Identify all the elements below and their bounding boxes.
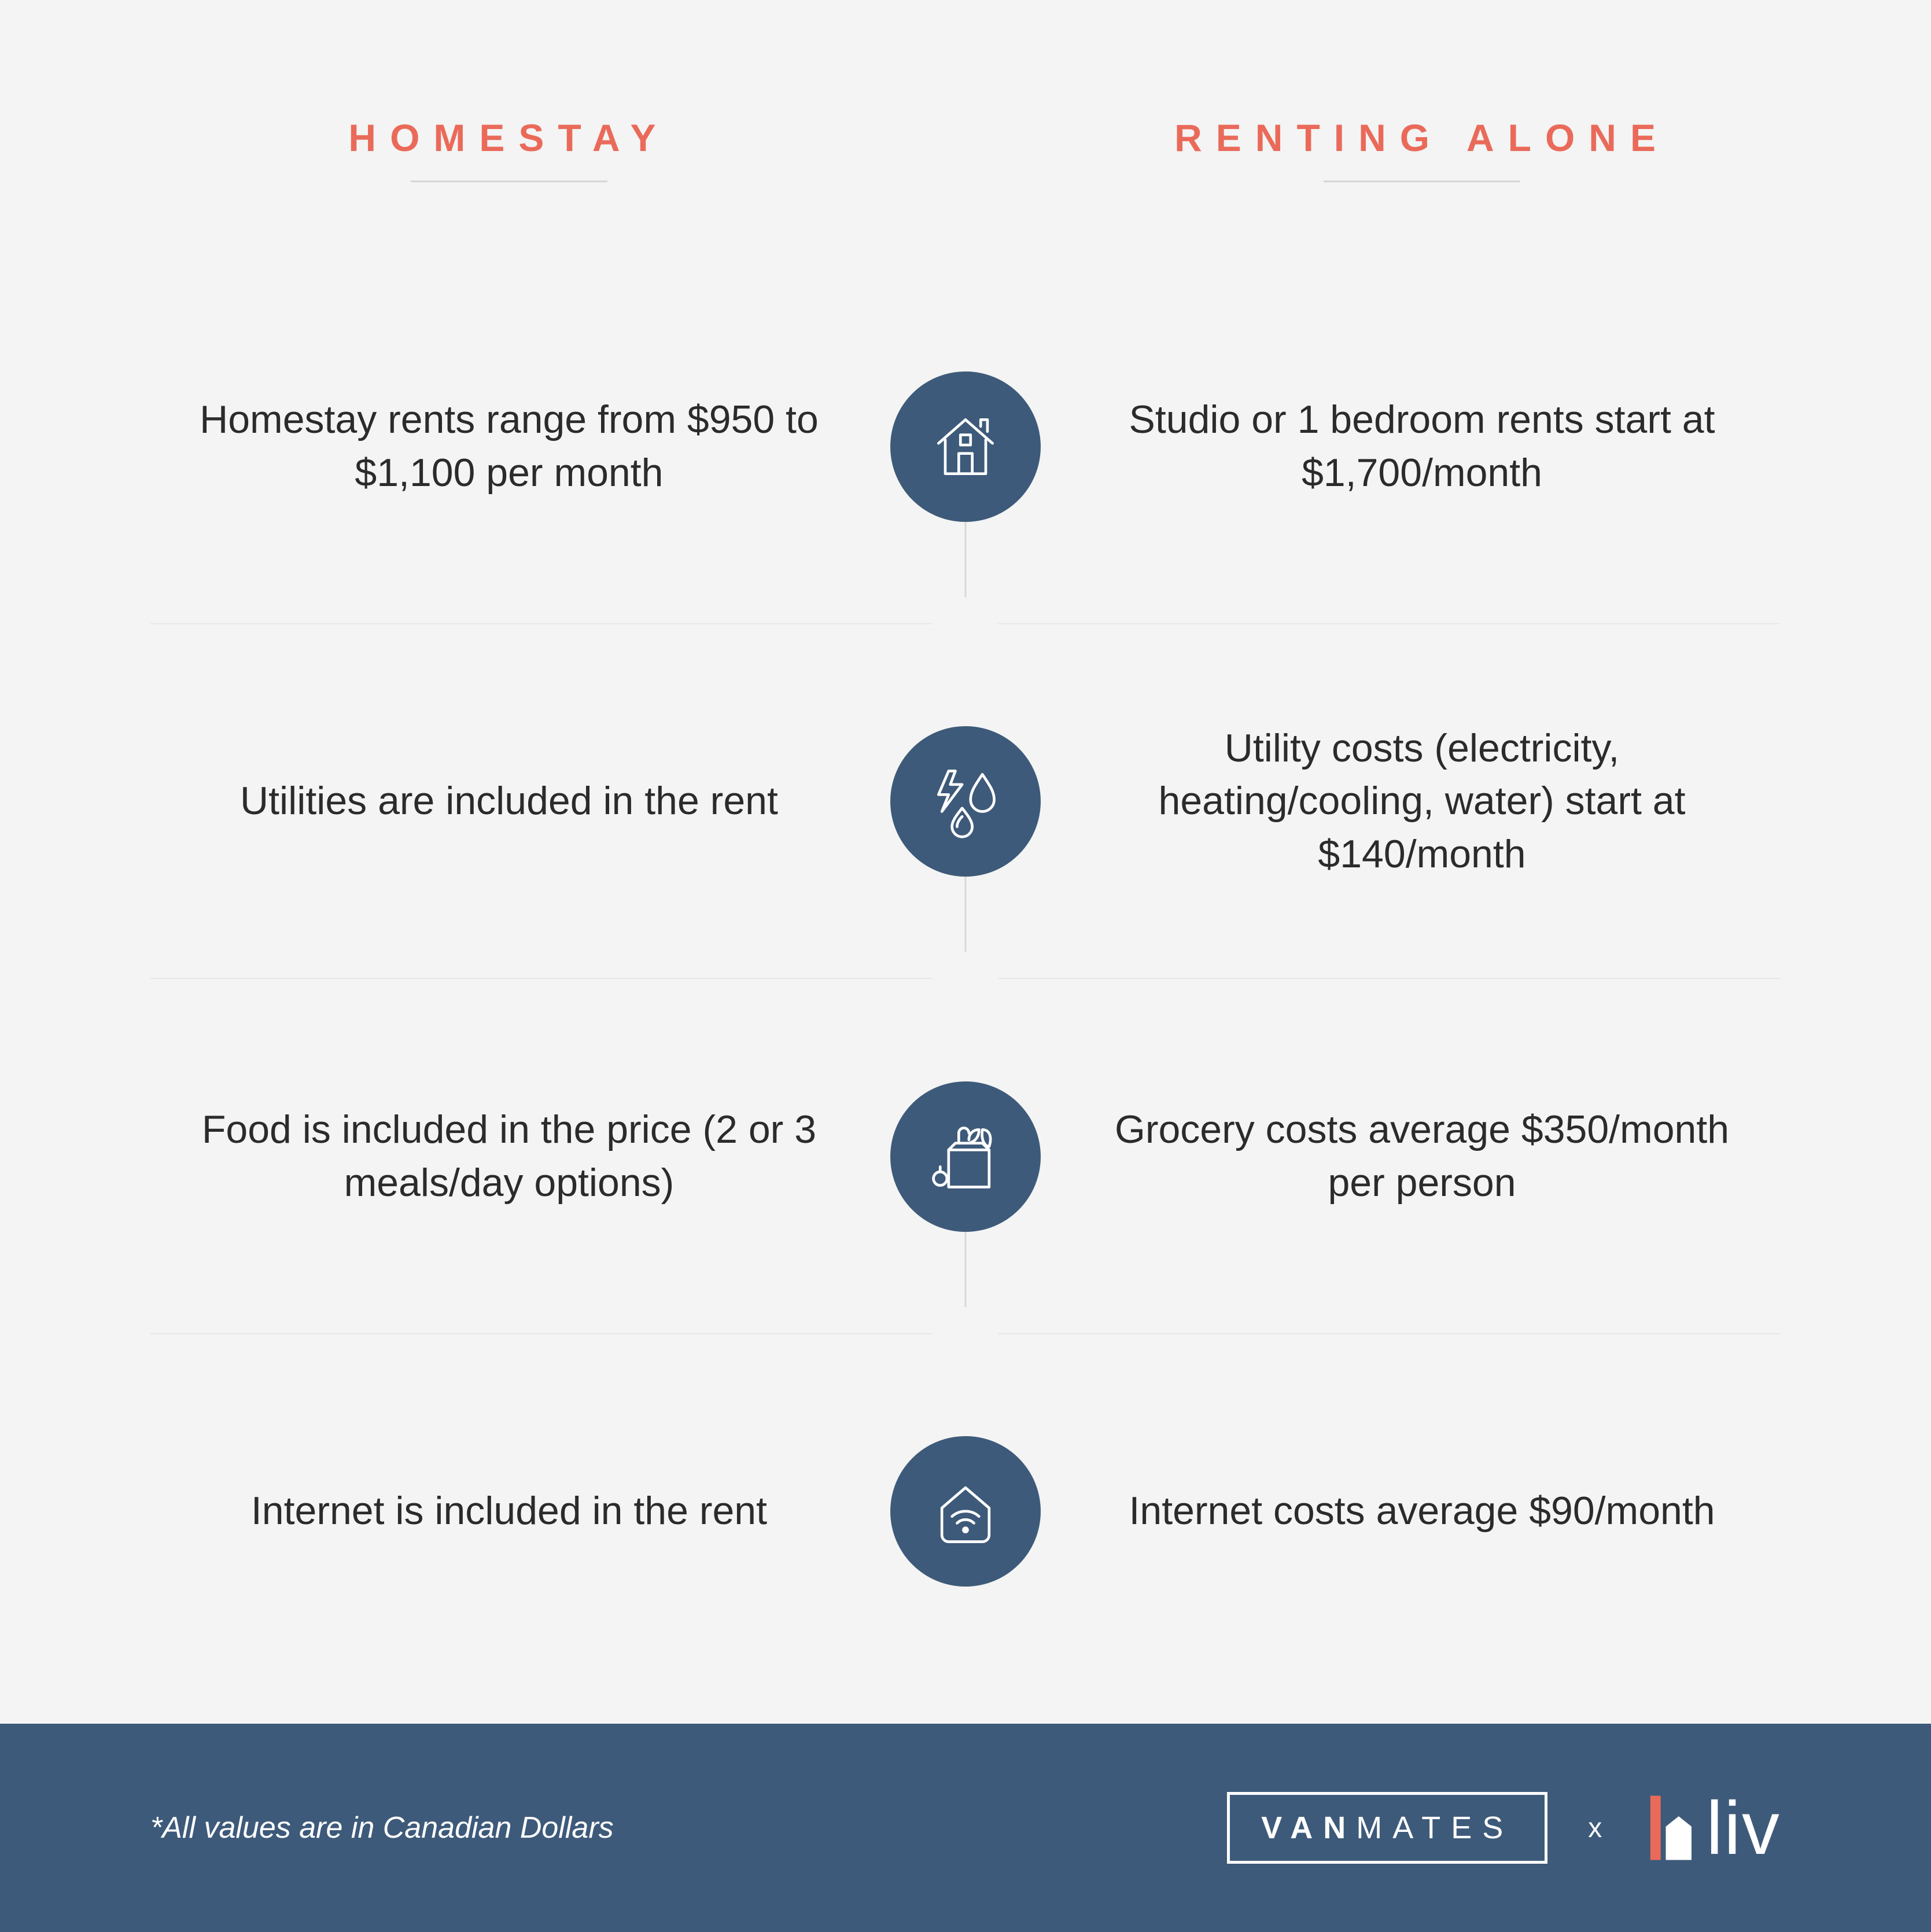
homestay-utilities-text: Utilities are included in the rent [150,763,868,840]
heading-renting-alone: RENTING ALONE [1063,116,1781,182]
badge [890,726,1041,877]
row-utilities: Utilities are included in the rent Utili… [150,624,1781,980]
liv-text: liv [1706,1790,1781,1865]
column-headings: HOMESTAY RENTING ALONE [150,116,1781,182]
infographic-page: HOMESTAY RENTING ALONE Homestay rents ra… [0,0,1931,1932]
heading-left-text: HOMESTAY [150,116,868,160]
heading-homestay: HOMESTAY [150,116,868,182]
heading-right-text: RENTING ALONE [1063,116,1781,160]
wifi-home-icon [925,1471,1006,1552]
row-internet: Internet is included in the rent Interne… [150,1334,1781,1690]
homestay-rent-text: Homestay rents range from $950 to $1,100… [150,382,868,511]
content-area: HOMESTAY RENTING ALONE Homestay rents ra… [0,0,1931,1724]
icon-wrap [868,371,1063,522]
row-rent: Homestay rents range from $950 to $1,100… [150,269,1781,624]
heading-rule [1324,181,1520,182]
icon-wrap [868,1081,1063,1232]
groceries-icon [925,1116,1006,1197]
renting-rent-text: Studio or 1 bedroom rents start at $1,70… [1063,382,1781,511]
utilities-icon [925,761,1006,842]
brand-separator: x [1588,1812,1602,1844]
row-food: Food is included in the price (2 or 3 me… [150,979,1781,1334]
liv-mark-icon [1642,1793,1694,1863]
vanmates-prefix: VAN [1261,1810,1356,1845]
comparison-rows: Homestay rents range from $950 to $1,100… [150,269,1781,1689]
icon-wrap [868,1436,1063,1587]
vanmates-suffix: MATES [1356,1810,1513,1845]
icon-wrap [868,726,1063,877]
badge [890,371,1041,522]
renting-internet-text: Internet costs average $90/month [1063,1473,1781,1550]
homestay-food-text: Food is included in the price (2 or 3 me… [150,1092,868,1221]
brand-group: VANMATES x liv [1227,1790,1781,1865]
homestay-internet-text: Internet is included in the rent [150,1473,868,1550]
vanmates-logo: VANMATES [1227,1792,1547,1864]
renting-utilities-text: Utility costs (electricity, heating/cool… [1063,711,1781,893]
badge [890,1081,1041,1232]
footnote-text: *All values are in Canadian Dollars [150,1810,614,1845]
footer-bar: *All values are in Canadian Dollars VANM… [0,1724,1931,1932]
house-icon [925,406,1006,487]
heading-rule [411,181,607,182]
liv-logo: liv [1642,1790,1781,1865]
renting-food-text: Grocery costs average $350/month per per… [1063,1092,1781,1221]
badge [890,1436,1041,1587]
